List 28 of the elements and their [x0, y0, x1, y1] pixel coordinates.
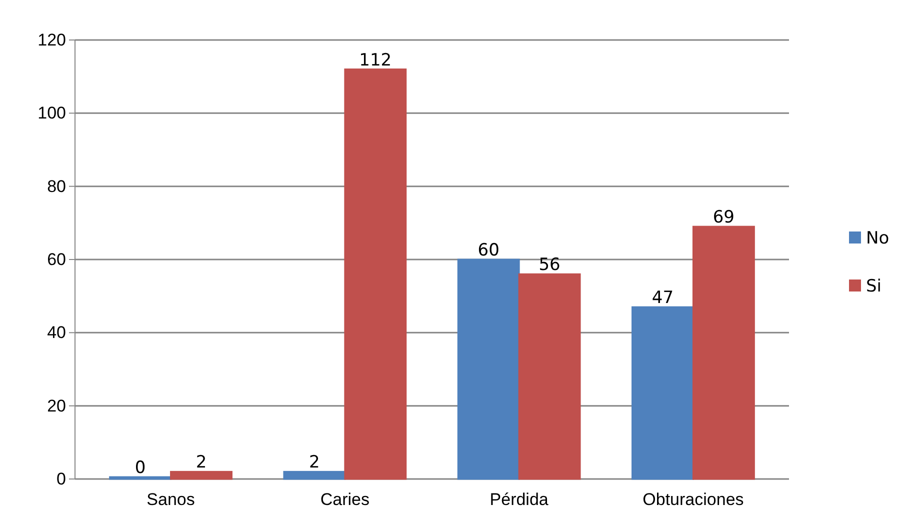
- bar: [632, 306, 694, 480]
- bar: [457, 258, 520, 480]
- x-tick-label: Caries: [320, 490, 370, 510]
- bar: [283, 470, 346, 480]
- y-tick-label: 100: [38, 104, 66, 123]
- legend-label: No: [866, 228, 890, 248]
- x-tick-label: Sanos: [146, 490, 195, 510]
- x-tick-label: Obturaciones: [642, 490, 744, 510]
- y-tick-label: 0: [56, 469, 66, 488]
- data-label: 2: [309, 452, 320, 473]
- bar: [518, 273, 581, 480]
- data-label: 47: [652, 288, 674, 308]
- data-label: 60: [478, 240, 500, 260]
- legend-label: Si: [866, 276, 882, 296]
- y-tick-label: 120: [38, 30, 66, 50]
- bar: [170, 470, 232, 480]
- data-label: 56: [538, 255, 560, 276]
- data-label: 112: [359, 50, 392, 70]
- data-label: 2: [196, 452, 207, 473]
- y-tick-label: 60: [47, 250, 66, 269]
- data-label: 0: [134, 458, 146, 478]
- x-tick-label: Pérdida: [490, 490, 549, 510]
- y-tick-label: 20: [47, 396, 66, 416]
- y-tick-label: 40: [47, 323, 66, 342]
- bar: [692, 226, 755, 480]
- data-label: 69: [712, 208, 735, 228]
- y-tick-label: 80: [47, 176, 66, 196]
- bar: [344, 68, 407, 480]
